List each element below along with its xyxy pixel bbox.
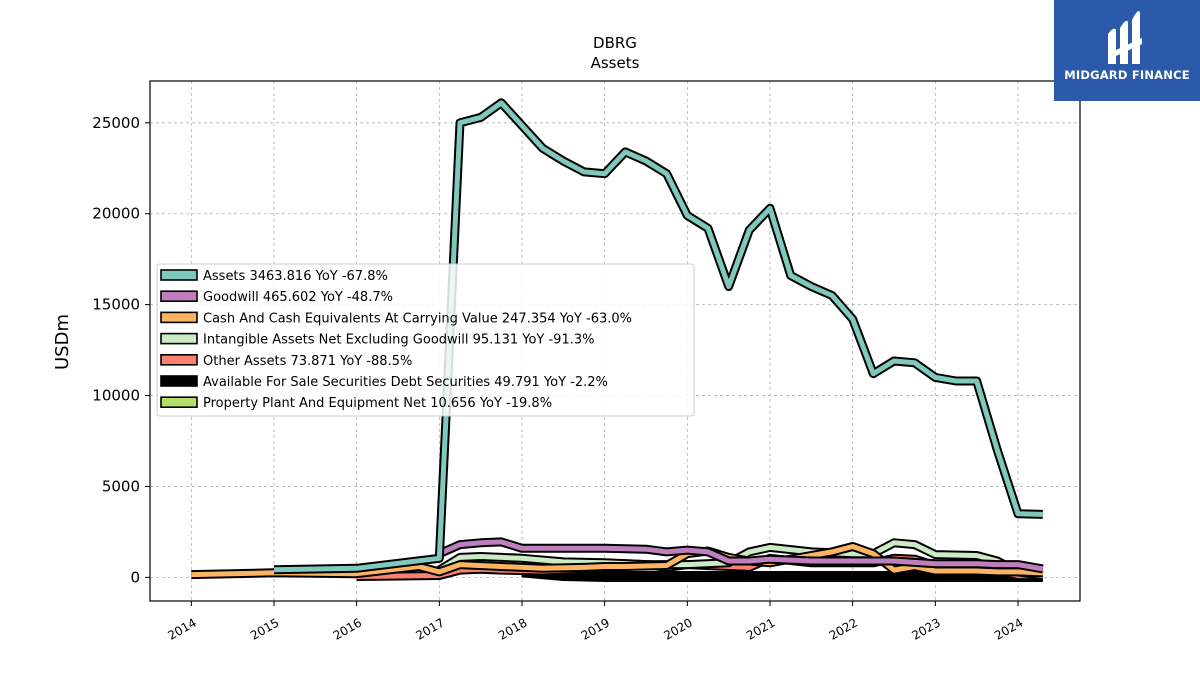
plot-frame [149, 80, 1081, 602]
y-tick-label: 0 [130, 568, 140, 586]
x-tick-label: 2016 [331, 615, 364, 642]
x-tick-label: 2017 [413, 615, 446, 642]
legend-entry: Property Plant And Equipment Net 10.656 … [203, 396, 552, 411]
legend-swatch [160, 290, 198, 303]
legend-entry: Intangible Assets Net Excluding Goodwill… [203, 333, 594, 348]
series-line [438, 539, 1044, 572]
plot-lines [191, 98, 1044, 582]
x-tick-label: 2015 [248, 615, 281, 642]
x-tick-label: 2024 [992, 615, 1025, 642]
legend-swatch [160, 396, 198, 409]
series-line [437, 540, 1044, 579]
x-tick-label: 2020 [661, 615, 694, 642]
legend: Assets 3463.816 YoY -67.8% Goodwill 465.6… [156, 263, 695, 417]
legend-entry: Cash And Cash Equivalents At Carrying Va… [203, 311, 632, 326]
x-tick-label: 2022 [827, 615, 860, 642]
legend-entry: Available For Sale Securities Debt Secur… [203, 375, 608, 390]
legend-swatch [160, 375, 198, 387]
legend-box [156, 263, 695, 417]
legend-swatch [160, 353, 198, 366]
chart-subtitle: Assets [591, 54, 640, 72]
legend-swatch [160, 311, 198, 324]
y-tick-label: 10000 [92, 387, 140, 405]
series-line [521, 568, 1043, 580]
legend-entry: Assets 3463.816 YoY -67.8% [203, 269, 388, 284]
legend-swatch [160, 332, 198, 345]
brand-name: MIDGARD FINANCE [1064, 68, 1190, 82]
x-tick-label: 2023 [909, 615, 942, 642]
legend-swatch [160, 269, 198, 281]
x-tick-label: 2021 [744, 615, 777, 642]
chart-title: DBRG [593, 34, 637, 52]
legend-entry: Other Assets 73.871 YoY -88.5% [203, 354, 412, 369]
y-axis-label: USDm [52, 314, 73, 370]
series-line [273, 100, 1043, 573]
y-tick-label: 5000 [102, 477, 140, 495]
x-tick-label: 2019 [579, 615, 612, 642]
brand-logo: MIDGARD FINANCE [1054, 0, 1200, 101]
x-tick-label: 2018 [496, 615, 529, 642]
legend-entry: Goodwill 465.602 YoY -48.7% [203, 290, 393, 305]
y-tick-label: 15000 [92, 296, 140, 314]
brand-mark-icon [1108, 11, 1142, 65]
x-tick-label: 2014 [165, 615, 198, 642]
y-tick-label: 20000 [92, 205, 140, 223]
y-tick-label: 25000 [92, 114, 140, 132]
